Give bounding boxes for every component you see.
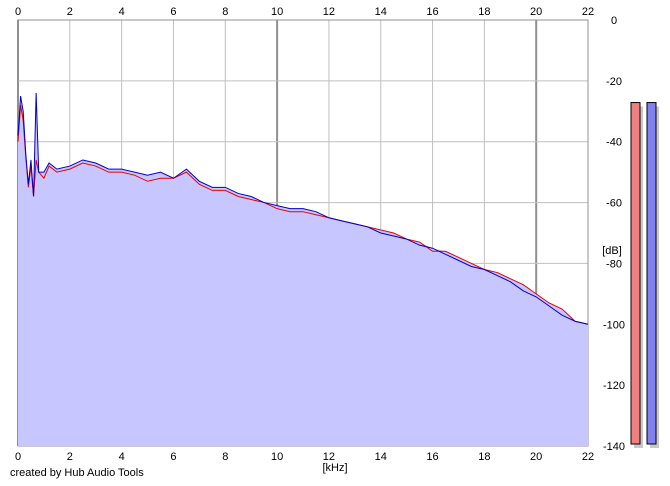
x-tick-label-bottom: 8 (222, 451, 228, 463)
right-level-meter (646, 102, 657, 445)
x-tick-label-bottom: 0 (15, 451, 21, 463)
x-tick-label-top: 8 (222, 6, 228, 18)
x-tick-label-top: 12 (323, 6, 335, 18)
x-tick-labels-bottom: 0 2 4 6 8 10 12 14 16 18 20 22 (15, 451, 594, 463)
y-tick-label: 0 (611, 15, 617, 27)
x-tick-label-top: 16 (426, 6, 438, 18)
left-channel-line (17, 105, 589, 325)
x-tick-label-bottom: 20 (530, 451, 542, 463)
spectrum-fill-area (18, 93, 588, 447)
y-tick-label: -60 (606, 198, 622, 210)
x-tick-label-bottom: 2 (67, 451, 73, 463)
x-tick-label-top: 6 (170, 6, 176, 18)
x-tick-label-top: 0 (15, 6, 21, 18)
y-tick-label: -80 (606, 258, 622, 270)
x-tick-label-bottom: 10 (271, 451, 283, 463)
y-tick-label: -20 (606, 76, 622, 88)
x-tick-label-bottom: 16 (426, 451, 438, 463)
x-tick-label-bottom: 18 (478, 451, 490, 463)
y-tick-label: -100 (603, 319, 625, 331)
level-meters (630, 102, 659, 448)
x-tick-label-top: 20 (530, 6, 542, 18)
x-tick-label-top: 2 (67, 6, 73, 18)
x-tick-label-top: 14 (375, 6, 387, 18)
x-tick-label-top: 4 (119, 6, 125, 18)
x-axis-label: [kHz] (322, 462, 347, 474)
x-tick-label-bottom: 4 (119, 451, 125, 463)
y-tick-labels: 0 -20 -40 -60 -80 -100 -120 -140 (603, 15, 625, 453)
y-tick-label: -40 (606, 137, 622, 149)
x-tick-label-bottom: 22 (582, 451, 594, 463)
y-tick-label: -140 (603, 441, 625, 453)
x-tick-labels-top: 0 2 4 6 8 10 12 14 16 18 20 22 (15, 6, 594, 18)
x-tick-label-bottom: 6 (170, 451, 176, 463)
y-tick-label: -120 (603, 380, 625, 392)
x-tick-label-top: 10 (271, 6, 283, 18)
y-axis-label: [dB] (602, 245, 622, 257)
x-tick-label-bottom: 14 (375, 451, 387, 463)
right-channel-line (17, 93, 589, 325)
x-tick-label-top: 22 (582, 6, 594, 18)
x-tick-label-bottom: 12 (323, 451, 335, 463)
x-tick-label-top: 18 (478, 6, 490, 18)
left-level-meter (630, 102, 641, 445)
credit-text: created by Hub Audio Tools (10, 467, 144, 479)
